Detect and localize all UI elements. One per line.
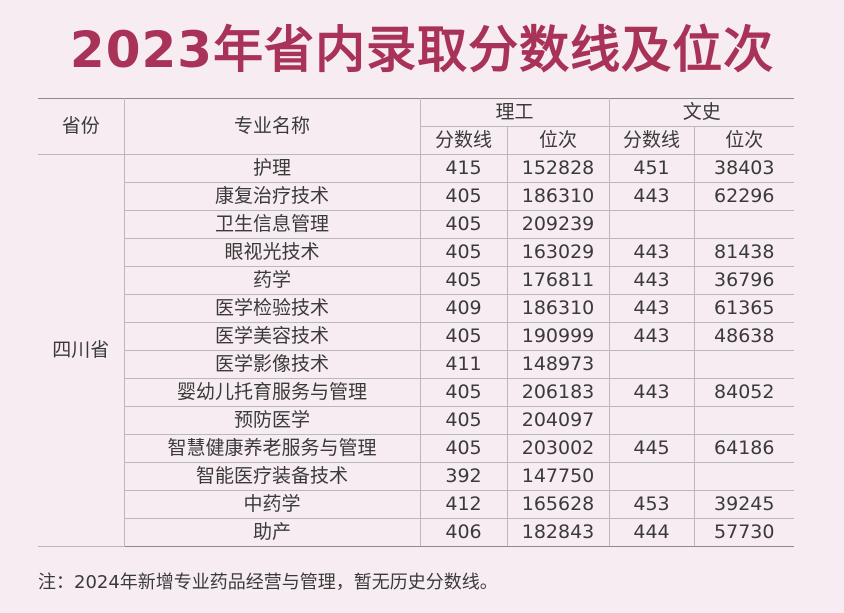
major-cell: 康复治疗技术 — [124, 182, 421, 211]
science-rank-cell: 203002 — [506, 434, 610, 463]
header-major: 专业名称 — [123, 98, 421, 155]
science-score-cell: 411 — [419, 350, 508, 379]
science-rank-cell: 186310 — [506, 294, 610, 323]
science-rank-cell: 148973 — [506, 350, 610, 379]
table-row: 眼视光技术 405 163029 443 81438 — [38, 238, 795, 267]
major-cell: 卫生信息管理 — [124, 210, 421, 239]
table-row: 助产 406 182843 444 57730 — [38, 518, 795, 547]
major-cell: 医学美容技术 — [124, 322, 421, 351]
major-cell: 婴幼儿托育服务与管理 — [124, 378, 421, 407]
science-score-cell: 405 — [419, 182, 508, 211]
table-row: 中药学 412 165628 453 39245 — [38, 490, 795, 519]
science-score-cell: 405 — [419, 406, 508, 435]
science-score-cell: 392 — [419, 462, 508, 491]
arts-rank-cell: 48638 — [693, 322, 795, 351]
table-row: 医学美容技术 405 190999 443 48638 — [38, 322, 795, 351]
science-score-cell: 405 — [419, 322, 508, 351]
major-cell: 中药学 — [124, 490, 421, 519]
admission-score-table: 省份 专业名称 理工 文史 分数线 位次 分数线 位次 四川省 护理 415 1528… — [38, 98, 795, 547]
science-score-cell: 406 — [419, 518, 508, 547]
arts-score-cell — [608, 462, 695, 491]
arts-rank-cell: 64186 — [693, 434, 795, 463]
arts-rank-cell: 62296 — [693, 182, 795, 211]
science-rank-cell: 190999 — [506, 322, 610, 351]
page-title: 2023年省内录取分数线及位次 — [69, 21, 775, 79]
science-score-cell: 405 — [419, 378, 508, 407]
header-science-rank: 位次 — [506, 126, 610, 155]
major-cell: 助产 — [124, 518, 421, 547]
arts-rank-cell — [693, 210, 795, 239]
science-rank-cell: 186310 — [506, 182, 610, 211]
major-cell: 医学影像技术 — [124, 350, 421, 379]
arts-score-cell: 443 — [608, 182, 695, 211]
major-cell: 智能医疗装备技术 — [124, 462, 421, 491]
footnote: 注：2024年新增专业药品经营与管理，暂无历史分数线。 — [38, 572, 498, 593]
major-cell: 药学 — [124, 266, 421, 295]
arts-score-cell: 443 — [608, 378, 695, 407]
arts-score-cell — [608, 210, 695, 239]
arts-rank-cell — [693, 406, 795, 435]
table-row: 医学影像技术 411 148973 — [38, 350, 795, 379]
table-row: 预防医学 405 204097 — [38, 406, 795, 435]
header-row-1: 省份 专业名称 理工 文史 — [38, 98, 795, 155]
province-cell: 四川省 — [38, 154, 125, 547]
table-row: 智能医疗装备技术 392 147750 — [38, 462, 795, 491]
arts-score-cell: 453 — [608, 490, 695, 519]
science-score-cell: 409 — [419, 294, 508, 323]
arts-rank-cell — [693, 462, 795, 491]
arts-score-cell: 444 — [608, 518, 695, 547]
science-rank-cell: 165628 — [506, 490, 610, 519]
major-cell: 医学检验技术 — [124, 294, 421, 323]
table-row: 康复治疗技术 405 186310 443 62296 — [38, 182, 795, 211]
header-province: 省份 — [38, 98, 125, 155]
science-rank-cell: 176811 — [506, 266, 610, 295]
science-score-cell: 412 — [419, 490, 508, 519]
major-cell: 眼视光技术 — [124, 238, 421, 267]
header-science-score: 分数线 — [420, 126, 508, 155]
science-score-cell: 405 — [419, 210, 508, 239]
header-arts-rank: 位次 — [693, 126, 795, 155]
header-arts: 文史 — [608, 98, 795, 127]
science-rank-cell: 182843 — [506, 518, 610, 547]
science-score-cell: 405 — [419, 266, 508, 295]
arts-score-cell — [608, 350, 695, 379]
arts-score-cell — [608, 406, 695, 435]
science-rank-cell: 163029 — [506, 238, 610, 267]
table-row: 医学检验技术 409 186310 443 61365 — [38, 294, 795, 323]
science-rank-cell: 206183 — [506, 378, 610, 407]
arts-score-cell: 445 — [608, 434, 695, 463]
science-score-cell: 415 — [419, 154, 508, 183]
arts-rank-cell: 38403 — [693, 154, 795, 183]
science-score-cell: 405 — [419, 434, 508, 463]
arts-score-cell: 443 — [608, 294, 695, 323]
arts-score-cell: 443 — [608, 322, 695, 351]
major-cell: 护理 — [123, 154, 421, 183]
arts-score-cell: 443 — [608, 266, 695, 295]
science-score-cell: 405 — [419, 238, 508, 267]
major-cell: 智慧健康养老服务与管理 — [124, 434, 421, 463]
science-rank-cell: 147750 — [506, 462, 610, 491]
arts-rank-cell: 84052 — [693, 378, 795, 407]
arts-score-cell: 451 — [608, 154, 695, 183]
table-body: 四川省 护理 415 152828 451 38403 康复治疗技术 405 186310 443… — [38, 154, 795, 547]
arts-rank-cell: 61365 — [693, 294, 795, 323]
arts-rank-cell: 81438 — [693, 238, 795, 267]
arts-rank-cell: 57730 — [693, 518, 795, 547]
header-arts-score: 分数线 — [608, 126, 695, 155]
table-row: 卫生信息管理 405 209239 — [38, 210, 795, 239]
header-science: 理工 — [419, 98, 610, 127]
arts-score-cell: 443 — [608, 238, 695, 267]
table-row: 智慧健康养老服务与管理 405 203002 445 64186 — [38, 434, 795, 463]
science-rank-cell: 209239 — [506, 210, 610, 239]
table-row: 四川省 护理 415 152828 451 38403 — [38, 154, 795, 547]
arts-rank-cell: 39245 — [693, 490, 795, 519]
table-row: 婴幼儿托育服务与管理 405 206183 443 84052 — [38, 378, 795, 407]
table-row: 药学 405 176811 443 36796 — [38, 266, 795, 295]
arts-rank-cell: 36796 — [693, 266, 795, 295]
science-rank-cell: 204097 — [506, 406, 610, 435]
science-rank-cell: 152828 — [506, 154, 610, 183]
arts-rank-cell — [693, 350, 795, 379]
major-cell: 预防医学 — [124, 406, 421, 435]
